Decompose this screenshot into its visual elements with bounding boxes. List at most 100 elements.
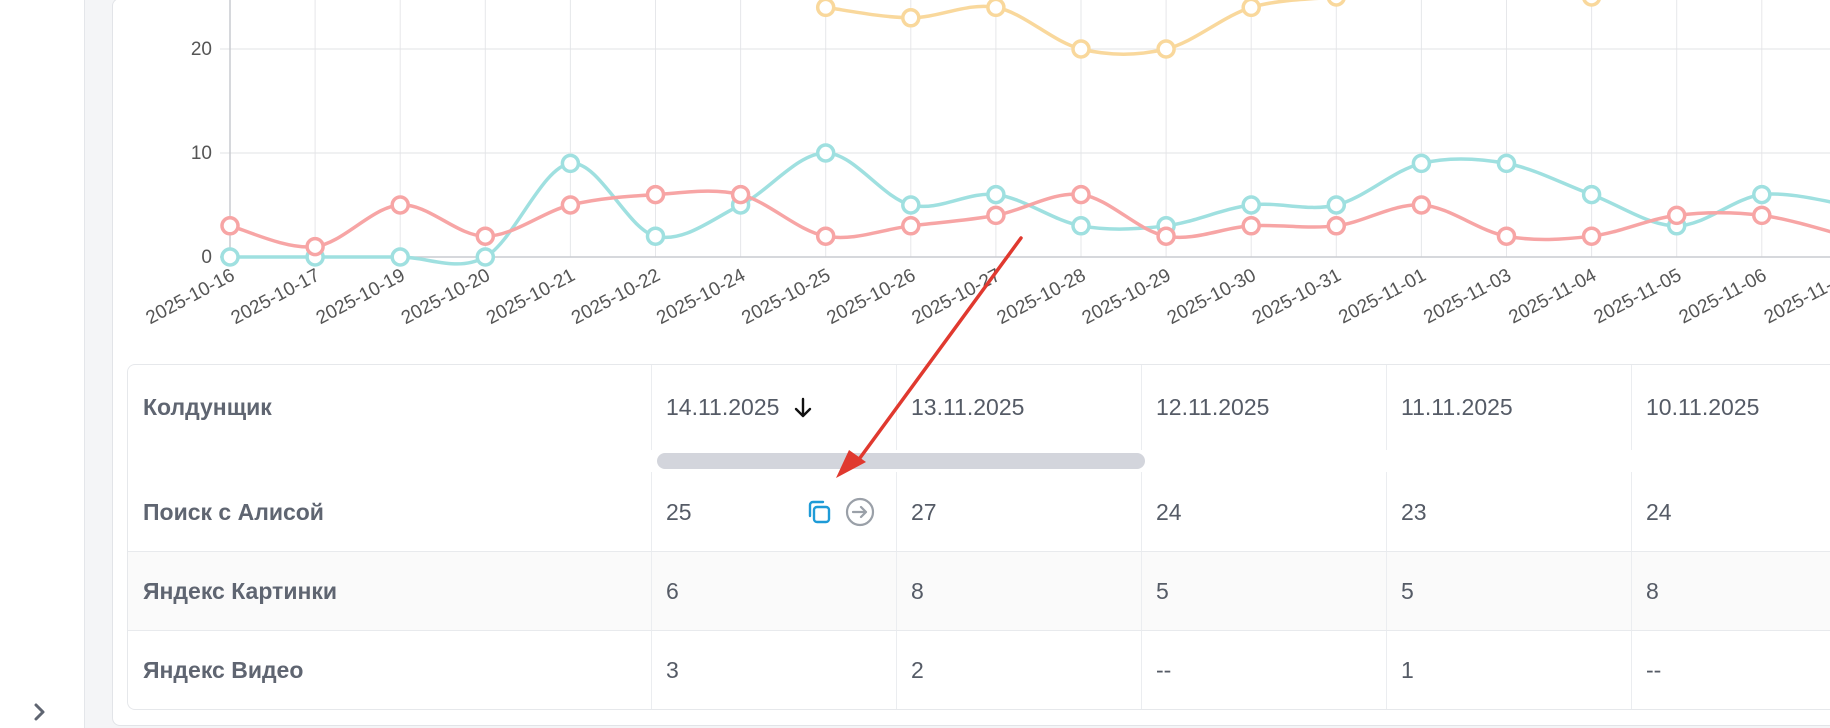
column-divider: [651, 552, 652, 631]
data-table: Колдунщик 14.11.2025 13.11.2025 12.11.20…: [127, 364, 1830, 710]
column-divider: [1631, 552, 1632, 631]
x-tick-label: 2025-11-06: [1676, 265, 1770, 329]
x-tick-label: 2025-10-22: [568, 265, 664, 329]
table-cell: 3: [666, 657, 679, 683]
data-point: [986, 184, 1006, 205]
series-line: [229, 151, 1830, 266]
row-label: Яндекс Картинки: [143, 578, 338, 604]
data-point: [220, 247, 240, 267]
x-tick-label: 2025-10-26: [823, 265, 919, 329]
table-cell: 6: [666, 578, 679, 604]
x-tick-label: 2025-11-01: [1335, 265, 1429, 329]
x-tick-label: 2025-10-29: [1079, 265, 1175, 329]
data-point: [1156, 39, 1176, 59]
data-point: [645, 184, 666, 205]
column-divider: [1141, 552, 1142, 631]
data-point: [560, 195, 581, 215]
data-point: [986, 205, 1006, 226]
data-point: [1326, 216, 1347, 236]
column-divider: [896, 631, 897, 709]
table-cell: --: [1646, 657, 1662, 683]
table-cell: 8: [1646, 578, 1659, 604]
line-chart: 010202025-10-162025-10-172025-10-192025-…: [143, 0, 1830, 329]
y-tick-label: 10: [191, 143, 212, 164]
x-tick-label: 2025-11-04: [1506, 265, 1601, 329]
column-divider: [1386, 472, 1387, 552]
data-point: [1241, 0, 1261, 18]
table-cell: 5: [1401, 578, 1414, 604]
column-header-date[interactable]: 13.11.2025: [911, 394, 1025, 420]
data-point: [901, 8, 921, 28]
x-tick-label: 2025-10-28: [994, 265, 1090, 329]
sort-desc-icon[interactable]: [791, 396, 815, 420]
data-point: [1581, 226, 1602, 246]
table-cell: 24: [1156, 498, 1182, 525]
data-point: [901, 216, 921, 236]
column-header-date[interactable]: 10.11.2025: [1646, 394, 1760, 420]
data-point: [390, 195, 410, 215]
data-point: [1071, 184, 1091, 205]
x-tick-label: 2025-10-25: [738, 265, 834, 329]
x-tick-label: 2025-10-17: [228, 265, 324, 329]
chevron-right-icon[interactable]: [30, 702, 50, 722]
data-point: [475, 247, 496, 267]
data-point: [1241, 195, 1261, 215]
horizontal-scrollbar[interactable]: [657, 453, 1145, 469]
data-point: [220, 216, 240, 236]
data-point: [1581, 184, 1602, 205]
column-divider: [1386, 552, 1387, 631]
x-tick-label: 2025-10-27: [909, 265, 1005, 329]
table-row: Яндекс Картинки 6 8 5 5 8: [128, 551, 1830, 631]
data-point: [815, 226, 836, 246]
column-divider: [651, 365, 652, 450]
data-point: [560, 153, 581, 174]
data-point: [1071, 39, 1091, 59]
table-cell: 5: [1156, 578, 1169, 604]
table-cell: --: [1156, 657, 1172, 683]
row-label: Поиск с Алисой: [143, 498, 324, 525]
table-row: Яндекс Видео 3 2 -- 1 --: [128, 630, 1830, 709]
cell-actions: [805, 472, 875, 552]
data-point: [1582, 0, 1601, 7]
data-point: [475, 226, 496, 246]
x-tick-label: 2025-10-20: [398, 265, 494, 329]
copy-icon[interactable]: [805, 498, 833, 526]
side-panel: [0, 0, 85, 728]
arrow-right-circle-icon[interactable]: [845, 497, 875, 527]
data-point: [1666, 205, 1687, 226]
table-cell: 2: [911, 657, 924, 683]
data-point: [1496, 153, 1517, 174]
table-cell: 25: [666, 498, 692, 525]
column-divider: [1141, 631, 1142, 709]
data-point: [1327, 0, 1346, 7]
column-divider: [651, 631, 652, 709]
data-point: [1156, 226, 1176, 246]
date-label: 14.11.2025: [666, 394, 780, 420]
x-tick-label: 2025-11-03: [1420, 265, 1514, 329]
data-point: [1752, 205, 1772, 226]
data-point: [1496, 226, 1517, 246]
data-point: [986, 0, 1006, 18]
x-tick-label: 2025-10-21: [483, 265, 579, 329]
y-tick-label: 0: [201, 247, 212, 268]
x-tick-label: 2025-10-30: [1164, 265, 1260, 329]
column-divider: [651, 472, 652, 552]
table-row: Поиск с Алисой 25 27 24 23 24: [128, 472, 1830, 552]
x-tick-label: 2025-10-24: [653, 265, 749, 329]
header-label: Колдунщик: [143, 394, 272, 420]
data-point: [815, 143, 836, 163]
x-tick-label: 2025-11-07: [1761, 265, 1830, 329]
table-cell: 27: [911, 498, 937, 525]
column-header-date[interactable]: 14.11.2025: [651, 365, 896, 450]
x-tick-label: 2025-10-19: [313, 265, 409, 329]
column-header-date[interactable]: 11.11.2025: [1401, 394, 1513, 420]
data-point: [645, 226, 666, 246]
data-point: [730, 184, 751, 205]
data-point: [1411, 195, 1432, 215]
table-cell: 24: [1646, 498, 1672, 525]
data-point: [305, 236, 325, 257]
row-label: Яндекс Видео: [143, 657, 304, 683]
data-point: [901, 195, 921, 215]
column-divider: [1631, 365, 1632, 450]
column-header-date[interactable]: 12.11.2025: [1156, 394, 1270, 420]
